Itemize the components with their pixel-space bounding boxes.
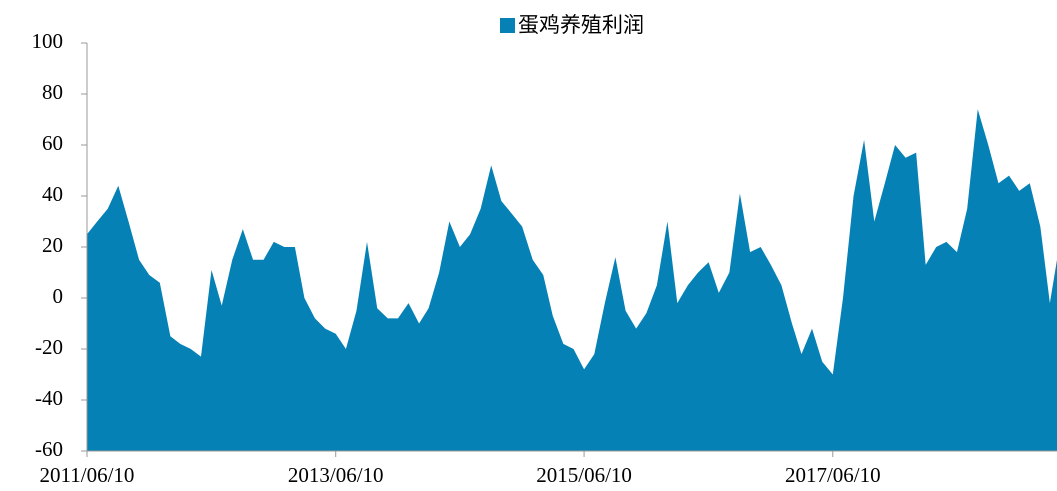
y-tick-label: 40 <box>42 182 63 206</box>
x-tick-label: 2013/06/10 <box>288 463 384 487</box>
area <box>87 109 1057 452</box>
legend-swatch <box>500 18 515 33</box>
y-tick-label: -20 <box>35 335 63 359</box>
x-tick-label: 2011/06/10 <box>40 463 135 487</box>
legend-label: 蛋鸡养殖利润 <box>518 13 644 37</box>
x-tick-label: 2015/06/10 <box>536 463 632 487</box>
y-tick-label: 60 <box>42 131 63 155</box>
y-tick-label: 100 <box>32 29 64 53</box>
y-tick-label: 0 <box>53 284 64 308</box>
x-tick-label: 2017/06/10 <box>785 463 881 487</box>
y-tick-label: 20 <box>42 233 63 257</box>
y-tick-label: -40 <box>35 386 63 410</box>
y-tick-label: 80 <box>42 80 63 104</box>
y-tick-label: -60 <box>35 437 63 461</box>
